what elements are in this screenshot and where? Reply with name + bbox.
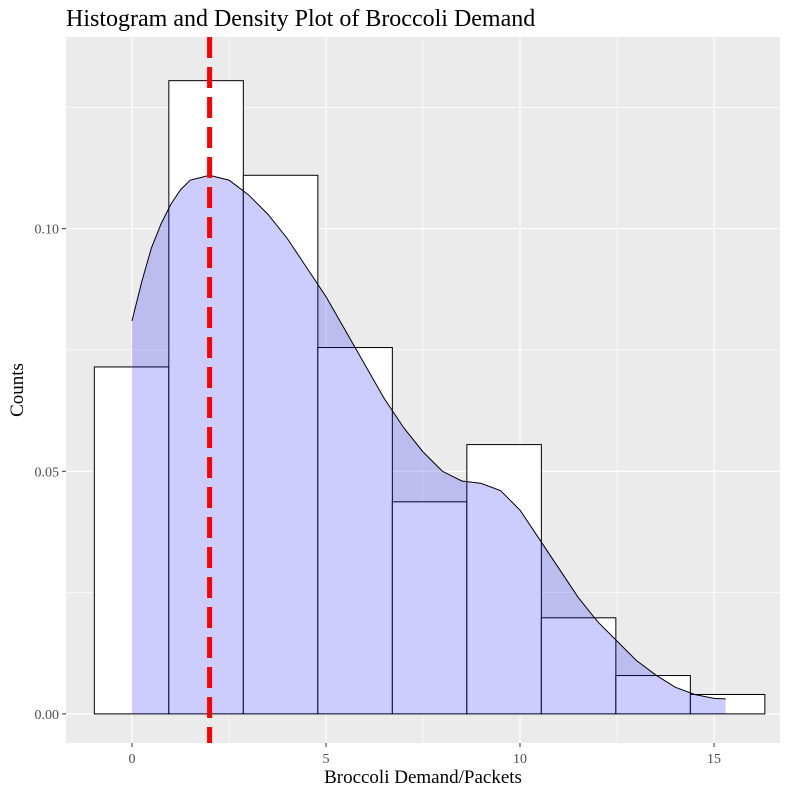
y-tick-label: 0.10 <box>35 223 60 238</box>
histogram-bar <box>689 693 766 715</box>
density-area <box>131 175 726 714</box>
x-tick-label: 5 <box>322 752 329 767</box>
x-tick-label: 15 <box>707 752 721 767</box>
histogram-bar <box>466 444 542 715</box>
y-axis-title: Counts <box>7 363 28 417</box>
histogram-bars <box>93 80 766 715</box>
x-axis-title: Broccoli Demand/Packets <box>324 767 522 788</box>
y-axis-ticks: 0.00 0.05 0.10 <box>35 223 66 723</box>
histogram-bar <box>317 347 393 715</box>
histogram-bar <box>391 501 468 715</box>
x-tick-label: 0 <box>128 752 135 767</box>
histogram-bar <box>168 80 244 715</box>
x-tick-label: 10 <box>513 752 527 767</box>
y-tick-label: 0.05 <box>35 465 60 480</box>
y-tick-label: 0.00 <box>35 708 60 723</box>
histogram-bar <box>93 366 170 715</box>
x-axis-ticks: 0 5 10 15 <box>128 743 721 767</box>
density-line <box>131 174 726 700</box>
histogram-bar <box>615 675 691 715</box>
histogram-bar <box>540 617 617 715</box>
chart-title: Histogram and Density Plot of Broccoli D… <box>66 6 535 32</box>
